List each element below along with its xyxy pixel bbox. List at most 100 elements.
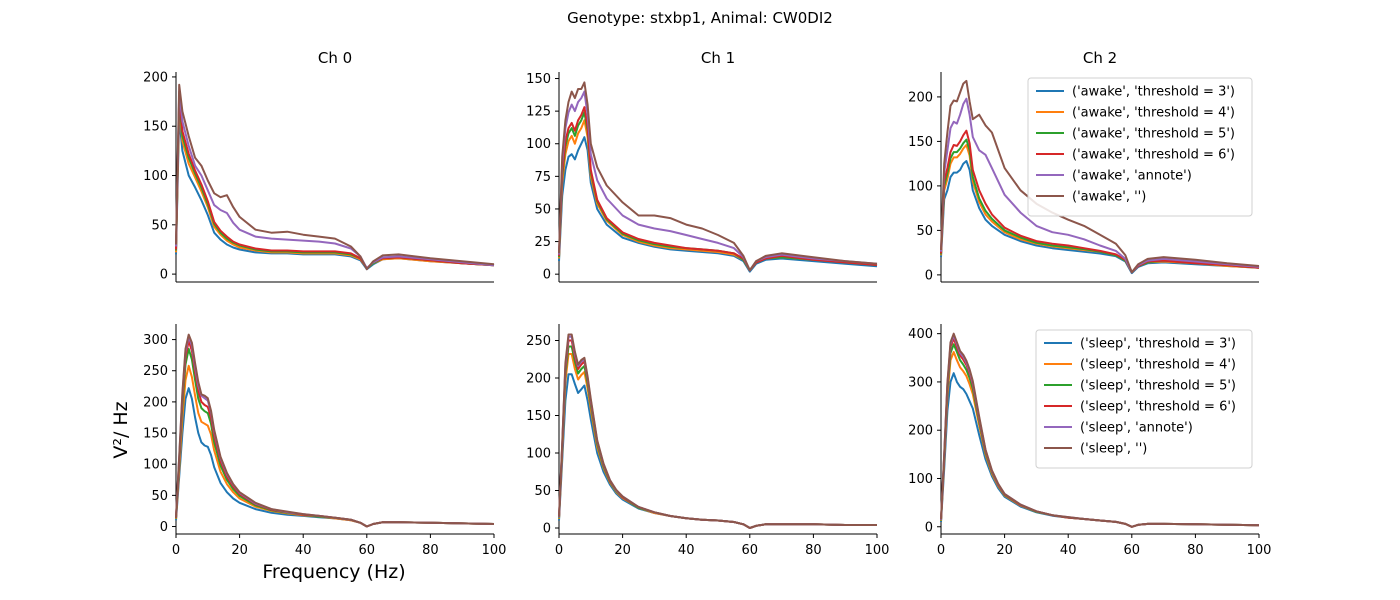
series-line-0 — [175, 387, 495, 528]
series-line-1 — [558, 119, 878, 272]
legend-entry: ('awake', '') — [1072, 190, 1146, 205]
series-line-2 — [175, 347, 495, 528]
legend-entry: ('sleep', 'threshold = 3') — [1080, 337, 1236, 352]
series-line-0 — [558, 373, 877, 529]
y-tick-label: 150 — [143, 120, 168, 135]
y-tick-label: 150 — [143, 427, 168, 442]
y-tick-label: 250 — [526, 334, 551, 349]
y-tick-label: 100 — [143, 458, 168, 473]
legend-entry: ('sleep', 'threshold = 4') — [1080, 358, 1236, 373]
x-tick-label: 80 — [422, 543, 439, 558]
panel-title: Ch 0 — [318, 49, 352, 67]
series-line-0 — [175, 115, 495, 271]
y-tick-label: 250 — [143, 364, 168, 379]
series-line-2 — [558, 111, 878, 272]
y-tick-label: 150 — [526, 409, 551, 424]
x-tick-label: 80 — [1187, 543, 1204, 558]
series-line-5 — [175, 83, 495, 271]
legend-entry: ('awake', 'threshold = 3') — [1072, 85, 1235, 100]
suptitle: Genotype: stxbp1, Animal: CW0DI2 — [567, 9, 833, 27]
panel-title: Ch 1 — [701, 49, 735, 67]
y-tick-label: 100 — [908, 179, 933, 194]
x-tick-label: 100 — [482, 543, 507, 558]
series-line-3 — [175, 339, 495, 528]
series-line-5 — [940, 79, 1260, 274]
y-tick-label: 75 — [534, 170, 551, 185]
legend-frame — [1027, 77, 1253, 217]
y-tick-label: 0 — [925, 268, 933, 283]
x-tick-label: 40 — [678, 543, 695, 558]
y-tick-label: 100 — [526, 447, 551, 462]
y-tick-label: 50 — [534, 202, 551, 217]
panel-0: 0 50 100 150 200 Ch 0 — [143, 49, 495, 283]
series-line-4 — [558, 335, 877, 529]
x-tick-label: 80 — [805, 543, 822, 558]
series-line-3 — [558, 339, 877, 529]
legend: ('sleep', 'threshold = 3') ('sleep', 'thr… — [1035, 329, 1253, 469]
x-tick-label: 40 — [295, 543, 312, 558]
y-tick-label: 100 — [143, 169, 168, 184]
legend: ('awake', 'threshold = 3') ('awake', 'thr… — [1027, 77, 1253, 217]
y-tick-label: 150 — [908, 135, 933, 150]
panel-1: 0 25 50 75 100 125 150 Ch 1 — [526, 49, 878, 283]
x-axis-label: Frequency (Hz) — [262, 561, 405, 583]
x-tick-label: 20 — [231, 543, 248, 558]
y-tick-label: 0 — [925, 520, 933, 535]
y-tick-label: 50 — [151, 489, 168, 504]
y-axis-label: V²/ Hz — [110, 401, 132, 458]
legend-entry: ('awake', 'threshold = 6') — [1072, 148, 1235, 163]
legend-entry: ('sleep', 'threshold = 5') — [1080, 379, 1236, 394]
panel-5: 0 100 200 300 400 0 20 40 60 80 100 ('sleep', 'thre… — [908, 324, 1271, 558]
x-tick-label: 0 — [937, 543, 945, 558]
series-line-5 — [558, 81, 878, 272]
y-tick-label: 25 — [534, 235, 551, 250]
legend-entry: ('awake', 'annote') — [1072, 169, 1192, 184]
x-tick-label: 100 — [865, 543, 890, 558]
legend-entry: ('awake', 'threshold = 5') — [1072, 127, 1235, 142]
panel-4: 0 50 100 150 200 250 0 20 40 60 80 100 — [526, 324, 889, 558]
y-tick-label: 0 — [543, 268, 551, 283]
legend-entry: ('sleep', '') — [1080, 442, 1147, 457]
legend-entry: ('sleep', 'annote') — [1080, 421, 1193, 436]
y-tick-label: 50 — [151, 218, 168, 233]
series-line-0 — [558, 136, 878, 273]
y-tick-label: 0 — [543, 522, 551, 537]
x-tick-label: 0 — [172, 543, 180, 558]
series-line-4 — [558, 90, 878, 272]
y-tick-label: 200 — [143, 395, 168, 410]
legend-entry: ('sleep', 'threshold = 6') — [1080, 400, 1236, 415]
y-tick-label: 100 — [526, 137, 551, 152]
y-tick-label: 100 — [908, 472, 933, 487]
x-tick-label: 60 — [359, 543, 376, 558]
legend-frame — [1035, 329, 1253, 469]
y-tick-label: 50 — [534, 484, 551, 499]
y-tick-label: 200 — [908, 90, 933, 105]
y-tick-label: 200 — [143, 70, 168, 85]
y-tick-label: 300 — [908, 375, 933, 390]
x-tick-label: 20 — [996, 543, 1013, 558]
series-line-1 — [558, 353, 877, 529]
y-tick-label: 50 — [916, 224, 933, 239]
x-tick-label: 40 — [1060, 543, 1077, 558]
series-line-4 — [175, 90, 495, 270]
series-line-3 — [558, 106, 878, 272]
y-tick-label: 400 — [908, 327, 933, 342]
y-tick-label: 300 — [143, 333, 168, 348]
legend-entry: ('awake', 'threshold = 4') — [1072, 106, 1235, 121]
panel-2: 0 50 100 150 200 Ch 2 ('awake', 'threshold = 3… — [908, 49, 1260, 283]
x-tick-label: 20 — [614, 543, 631, 558]
series-line-2 — [558, 345, 877, 529]
panel-title: Ch 2 — [1083, 49, 1117, 67]
series-line-1 — [175, 364, 495, 528]
x-tick-label: 0 — [555, 543, 563, 558]
panel-3: 0 50 100 150 200 250 300 0 20 40 60 80 100 — [143, 324, 506, 558]
series-line-4 — [175, 335, 495, 528]
y-tick-label: 0 — [160, 268, 168, 283]
y-tick-label: 200 — [526, 372, 551, 387]
series-line-5 — [940, 332, 1260, 528]
series-line-5 — [175, 333, 495, 528]
y-tick-label: 125 — [526, 105, 551, 120]
series-line-5 — [558, 333, 877, 529]
